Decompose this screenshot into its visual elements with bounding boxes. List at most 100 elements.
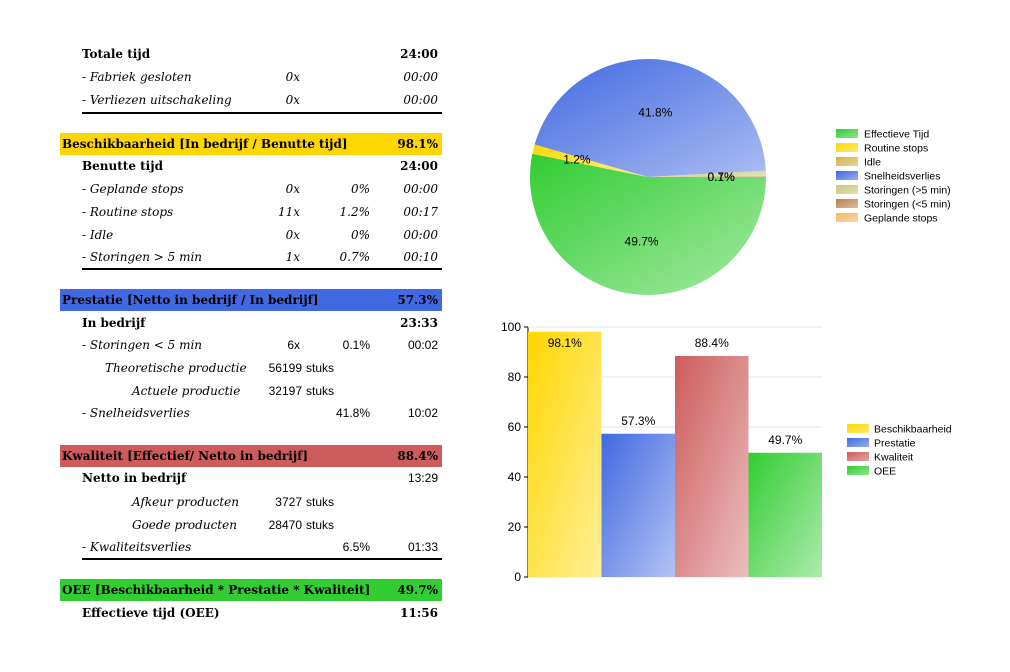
label: Totale tijd <box>82 47 151 61</box>
row-fabriek-gesloten: - Fabriek gesloten 0x 00:00 <box>60 66 442 88</box>
pct: 41.8% <box>335 406 370 420</box>
label: - Storingen > 5 min <box>82 250 203 264</box>
row-afkeur-producten: Afkeur producten 3727 stuks <box>60 491 442 513</box>
band-label: Beschikbaarheid [In bedrijf / Benutte ti… <box>62 137 348 151</box>
time: 11:56 <box>400 606 438 620</box>
band-oee: OEE [Beschikbaarheid * Prestatie * Kwali… <box>60 579 442 601</box>
unit: stuks <box>306 518 335 532</box>
pie-legend-swatch <box>836 143 858 152</box>
label: Effectieve tijd (OEE) <box>82 606 220 620</box>
band-kwaliteit: Kwaliteit [Effectief/ Netto in bedrijf] … <box>60 445 442 467</box>
count: 0x <box>285 93 300 107</box>
pie-slice-storingen-5-min <box>648 176 766 177</box>
pie-legend-swatch <box>836 129 858 138</box>
label: In bedrijf <box>82 316 146 330</box>
pct: 0% <box>350 182 370 196</box>
time: 13:29 <box>407 471 438 485</box>
pct: 6.5% <box>342 540 370 554</box>
pie-legend-swatch <box>836 213 858 222</box>
time: 00:17 <box>403 205 438 219</box>
band-beschikbaarheid: Beschikbaarheid [In bedrijf / Benutte ti… <box>60 133 442 155</box>
row-snelheidsverlies: - Snelheidsverlies 41.8% 10:02 <box>60 402 442 424</box>
unit: stuks <box>306 495 335 509</box>
bar-label-kwaliteit: 88.4% <box>695 336 729 350</box>
divider <box>82 112 442 114</box>
pie-legend-label-storingen-5-min: Storingen (>5 min) <box>864 185 951 197</box>
time: 00:00 <box>403 182 438 196</box>
bar-label-oee: 49.7% <box>768 433 802 447</box>
band-label: Prestatie [Netto in bedrijf / In bedrijf… <box>62 293 319 307</box>
bar-legend-label-beschikbaarheid: Beschikbaarheid <box>874 424 952 436</box>
bar-legend-swatch <box>847 438 869 447</box>
time: 00:00 <box>403 70 438 84</box>
label: - Geplande stops <box>82 182 184 196</box>
label: Theoretische productie <box>105 361 247 375</box>
row-in-bedrijf: In bedrijf 23:33 <box>60 312 442 334</box>
pct: 0.1% <box>342 338 370 352</box>
row-effectieve-tijd: Effectieve tijd (OEE) 11:56 <box>60 602 442 624</box>
label: - Fabriek gesloten <box>82 70 192 84</box>
pie-chart: 49.7% 1.2% 41.8% 0.7%0.1% Effectieve Tijd Ro… <box>530 59 951 295</box>
row-goede-producten: Goede producten 28470 stuks <box>60 514 442 536</box>
bar-legend-swatch <box>847 452 869 461</box>
time: 01:33 <box>407 540 438 554</box>
time: 00:00 <box>403 93 438 107</box>
label: Benutte tijd <box>82 159 163 173</box>
time: 10:02 <box>407 406 438 420</box>
time: 00:00 <box>403 228 438 242</box>
band-value: 98.1% <box>397 137 438 151</box>
bar-legend-swatch <box>847 466 869 475</box>
row-totale-tijd: Totale tijd 24:00 <box>60 43 442 65</box>
label: Afkeur producten <box>132 495 239 509</box>
pie-slice-routine-stops <box>532 144 648 177</box>
y-tick-label: 20 <box>508 520 522 534</box>
pie-legend-label-snelheidsverlies: Snelheidsverlies <box>864 171 940 183</box>
count: 11x <box>277 205 300 219</box>
y-tick-label: 40 <box>508 470 522 484</box>
unit: stuks <box>306 361 335 375</box>
band-value: 88.4% <box>397 449 438 463</box>
pie-label-routine-stops: 1.2% <box>563 153 591 167</box>
label: - Verliezen uitschakeling <box>82 93 232 107</box>
bar-label-prestatie: 57.3% <box>621 414 655 428</box>
pie-legend-label-idle: Idle <box>864 157 881 169</box>
count: 32197 <box>268 384 302 398</box>
count: 3727 <box>275 495 302 509</box>
pie-legend-label-effectieve-tijd: Effectieve Tijd <box>864 129 929 141</box>
time: 24:00 <box>400 47 438 61</box>
pie-legend-swatch <box>836 199 858 208</box>
row-kwaliteitsverlies: - Kwaliteitsverlies 6.5% 01:33 <box>60 536 442 558</box>
label: Actuele productie <box>132 384 241 398</box>
pie-label-storingen-5-min: 0.7% <box>707 170 735 184</box>
time: 23:33 <box>400 316 438 330</box>
pie-slice-snelheidsverlies <box>534 59 766 178</box>
bar-legend-label-kwaliteit: Kwaliteit <box>874 452 913 464</box>
band-label: OEE [Beschikbaarheid * Prestatie * Kwali… <box>62 583 371 597</box>
bar-label-beschikbaarheid: 98.1% <box>548 336 582 350</box>
row-idle: - Idle 0x 0% 00:00 <box>60 224 442 246</box>
pct: 1.2% <box>339 205 371 219</box>
y-tick-label: 100 <box>501 320 521 334</box>
count: 56199 <box>268 361 302 375</box>
bar-legend-label-prestatie: Prestatie <box>874 438 916 450</box>
band-value: 57.3% <box>397 293 438 307</box>
pie-label-snelheidsverlies: 41.8% <box>638 106 672 120</box>
bar-beschikbaarheid <box>528 331 602 577</box>
row-theoretische-productie: Theoretische productie 56199 stuks <box>60 357 442 379</box>
pie-legend-label-routine-stops: Routine stops <box>864 143 928 155</box>
pie-label-storingen-5-min: 0.1% <box>707 170 735 184</box>
label: - Idle <box>82 228 114 242</box>
divider <box>82 558 442 560</box>
label: - Kwaliteitsverlies <box>82 540 192 554</box>
bar-legend-swatch <box>847 424 869 433</box>
pie-slice-storingen-5-min <box>648 170 766 177</box>
count: 28470 <box>268 518 302 532</box>
bar-chart: 0 20 40 60 80 100 98.1% 57.3% 88.4% 49.7% Beschi… <box>501 320 952 584</box>
row-actuele-productie: Actuele productie 32197 stuks <box>60 380 442 402</box>
time: 00:02 <box>407 338 438 352</box>
band-label: Kwaliteit [Effectief/ Netto in bedrijf] <box>62 449 308 463</box>
unit: stuks <box>306 384 335 398</box>
y-tick-label: 0 <box>514 570 521 584</box>
count: 0x <box>285 182 300 196</box>
pie-legend-swatch <box>836 171 858 180</box>
